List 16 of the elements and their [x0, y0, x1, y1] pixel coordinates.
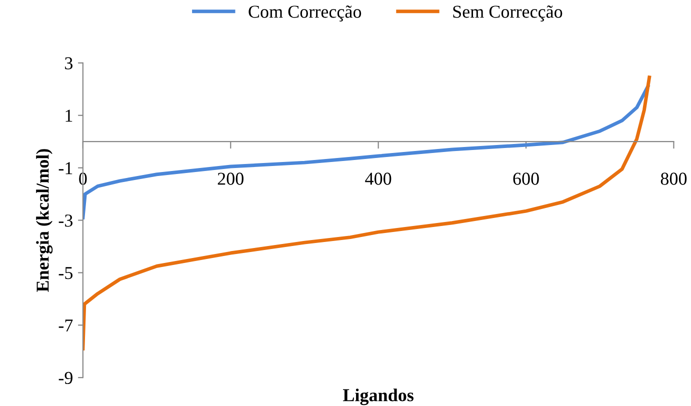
y-axis-title: Energia (kcal/mol) — [36, 149, 53, 292]
x-tick-label: 400 — [365, 172, 392, 185]
y-tick-label: 3 — [65, 57, 72, 70]
y-tick-label: -1 — [58, 162, 72, 174]
y-tick-label: -3 — [58, 214, 72, 227]
y-tick-label: -9 — [58, 372, 72, 384]
x-tick-label: 600 — [513, 172, 539, 185]
x-tick-label: 200 — [218, 172, 244, 185]
legend-label: Sem Correcção — [453, 5, 562, 22]
y-tick-label: -5 — [58, 267, 72, 280]
legend-label: Com Correcção — [248, 5, 362, 22]
y-tick-label: 1 — [66, 110, 72, 122]
x-axis-title: Ligandos — [343, 388, 414, 406]
y-tick-label: -7 — [58, 320, 73, 332]
x-tick-label: 800 — [660, 172, 687, 185]
x-tick-label: 0 — [79, 172, 87, 185]
